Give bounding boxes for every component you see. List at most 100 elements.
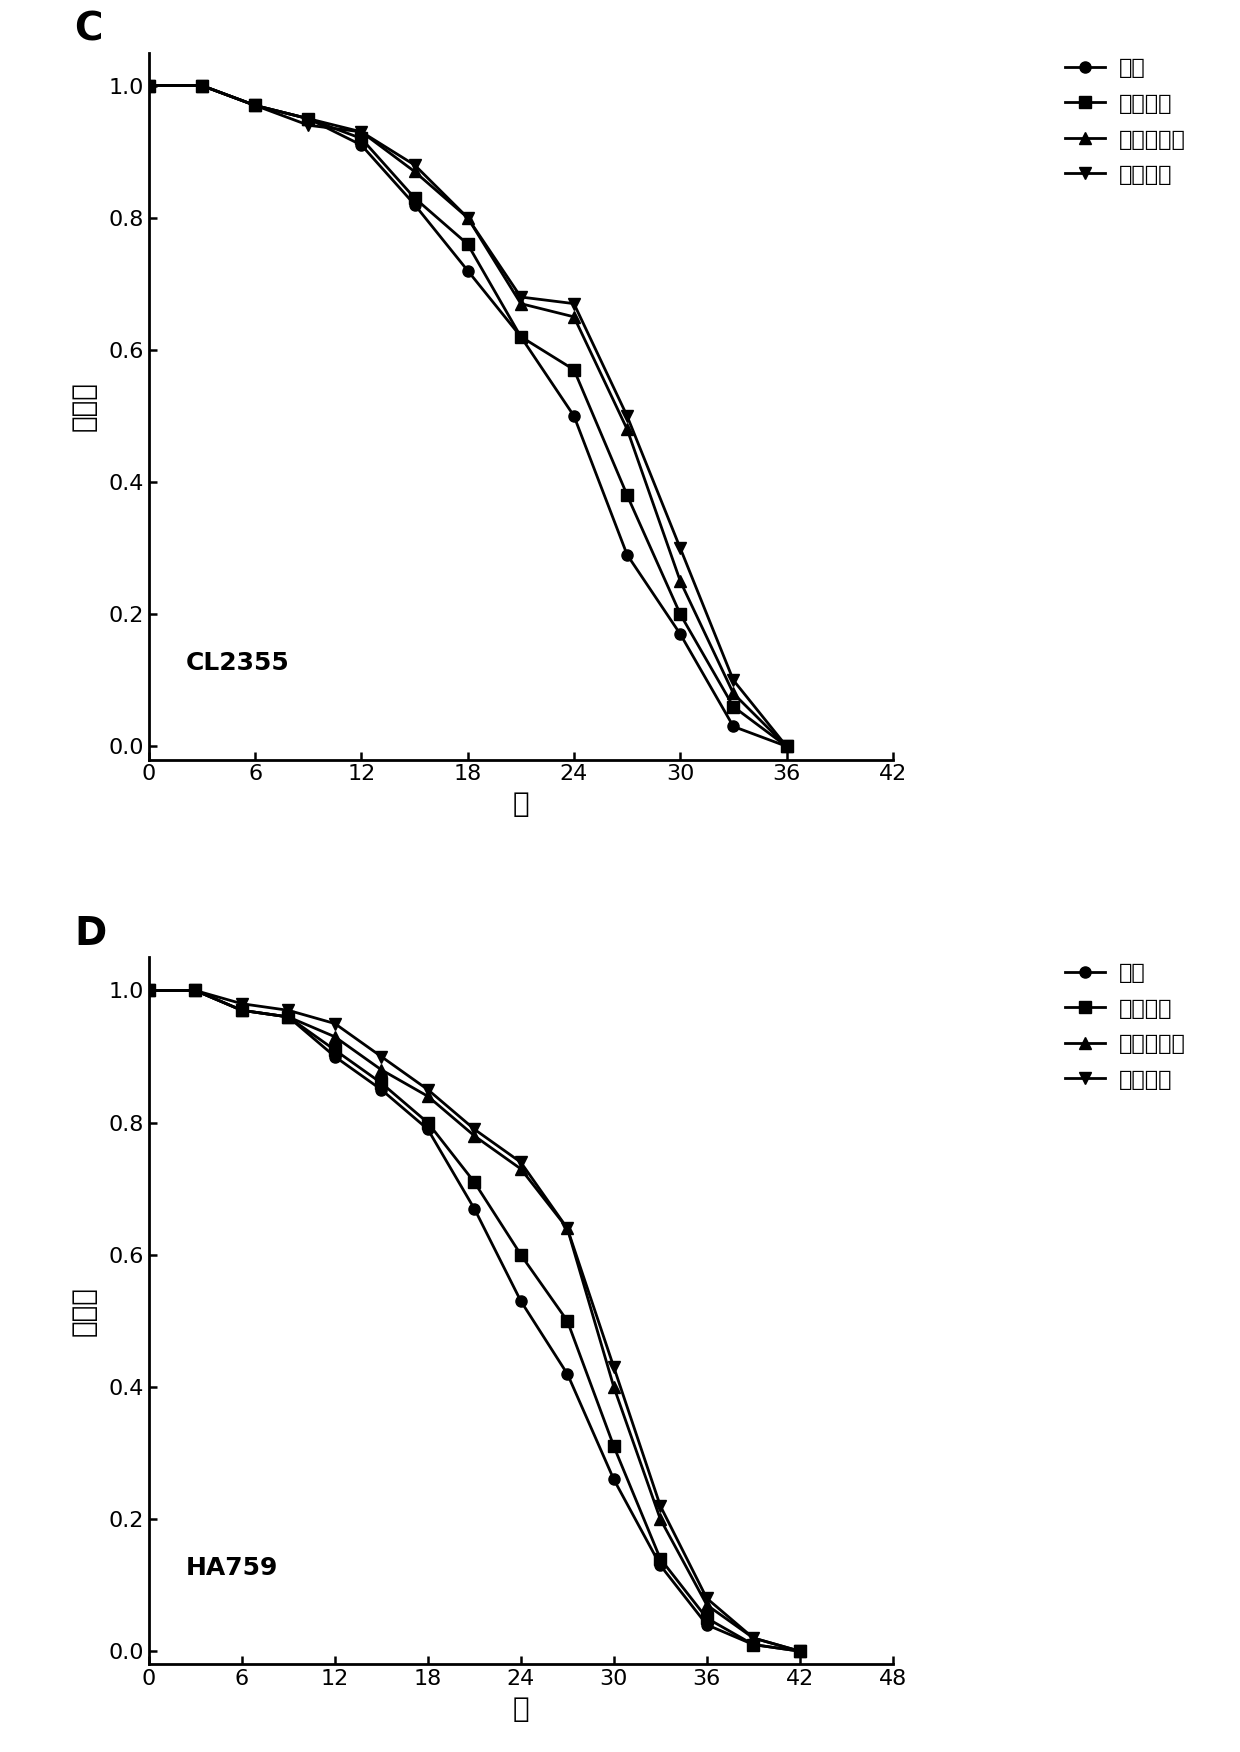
人参多糖 <box>606 1437 621 1458</box>
何首乌多糖 <box>373 1060 388 1081</box>
复合多糖 <box>187 979 202 1000</box>
复合多糖 <box>779 736 794 757</box>
何首乌多糖 <box>407 161 422 182</box>
何首乌多糖 <box>699 1594 714 1615</box>
复合多糖 <box>513 287 528 308</box>
人参多糖 <box>779 736 794 757</box>
X-axis label: 天: 天 <box>512 790 529 818</box>
人参多糖 <box>567 359 582 380</box>
复合多糖 <box>460 207 475 228</box>
Line: 人参多糖: 人参多糖 <box>144 985 805 1657</box>
复合多糖 <box>792 1640 807 1661</box>
复合多糖 <box>141 979 156 1000</box>
人参多糖 <box>327 1039 342 1060</box>
复合多糖 <box>327 1013 342 1034</box>
对照 <box>620 545 635 566</box>
人参多糖 <box>301 109 316 130</box>
Y-axis label: 存活率: 存活率 <box>69 1286 97 1335</box>
人参多糖 <box>234 1000 249 1021</box>
人参多糖 <box>559 1310 574 1332</box>
何首乌多糖 <box>234 1000 249 1021</box>
何首乌多糖 <box>420 1086 435 1107</box>
Line: 复合多糖: 复合多糖 <box>144 81 792 752</box>
对照 <box>725 717 740 738</box>
复合多糖 <box>606 1356 621 1377</box>
人参多糖 <box>673 604 688 625</box>
何首乌多糖 <box>559 1218 574 1239</box>
Legend: 对照, 人参多糖, 何首乌多糖, 复合多糖: 对照, 人参多糖, 何首乌多糖, 复合多糖 <box>1056 955 1194 1099</box>
人参多糖 <box>248 95 263 116</box>
何首乌多糖 <box>141 979 156 1000</box>
复合多糖 <box>620 405 635 426</box>
对照 <box>373 1079 388 1100</box>
何首乌多糖 <box>725 683 740 704</box>
对照 <box>792 1640 807 1661</box>
何首乌多糖 <box>620 419 635 440</box>
对照 <box>248 95 263 116</box>
对照 <box>652 1554 667 1575</box>
何首乌多糖 <box>779 736 794 757</box>
人参多糖 <box>466 1172 481 1193</box>
人参多糖 <box>460 233 475 254</box>
对照 <box>141 979 156 1000</box>
人参多糖 <box>141 75 156 96</box>
何首乌多糖 <box>652 1508 667 1529</box>
对照 <box>779 736 794 757</box>
何首乌多糖 <box>460 207 475 228</box>
人参多糖 <box>620 485 635 506</box>
对照 <box>606 1468 621 1489</box>
对照 <box>513 326 528 347</box>
何首乌多糖 <box>141 75 156 96</box>
复合多糖 <box>407 154 422 175</box>
Text: D: D <box>74 915 107 953</box>
何首乌多糖 <box>513 293 528 314</box>
Text: C: C <box>74 11 103 47</box>
人参多糖 <box>745 1635 760 1656</box>
对照 <box>187 979 202 1000</box>
对照 <box>567 405 582 426</box>
何首乌多糖 <box>248 95 263 116</box>
复合多糖 <box>141 75 156 96</box>
何首乌多糖 <box>353 121 368 142</box>
人参多糖 <box>725 696 740 717</box>
复合多糖 <box>353 121 368 142</box>
对照 <box>673 624 688 645</box>
对照 <box>745 1635 760 1656</box>
复合多糖 <box>745 1628 760 1649</box>
复合多糖 <box>652 1494 667 1515</box>
Legend: 对照, 人参多糖, 何首乌多糖, 复合多糖: 对照, 人参多糖, 何首乌多糖, 复合多糖 <box>1056 49 1194 194</box>
人参多糖 <box>195 75 210 96</box>
Text: HA759: HA759 <box>186 1556 278 1580</box>
人参多糖 <box>699 1608 714 1629</box>
何首乌多糖 <box>792 1640 807 1661</box>
何首乌多糖 <box>301 109 316 130</box>
人参多糖 <box>353 128 368 149</box>
何首乌多糖 <box>513 1158 528 1179</box>
Line: 复合多糖: 复合多糖 <box>144 985 805 1657</box>
何首乌多糖 <box>466 1125 481 1146</box>
对照 <box>466 1198 481 1219</box>
对照 <box>195 75 210 96</box>
对照 <box>407 194 422 215</box>
复合多糖 <box>567 293 582 314</box>
复合多糖 <box>673 538 688 559</box>
Text: CL2355: CL2355 <box>186 650 290 675</box>
人参多糖 <box>513 1244 528 1265</box>
人参多糖 <box>187 979 202 1000</box>
人参多糖 <box>407 187 422 208</box>
Line: 人参多糖: 人参多糖 <box>144 81 792 752</box>
人参多糖 <box>280 1006 295 1027</box>
何首乌多糖 <box>327 1027 342 1048</box>
复合多糖 <box>725 669 740 690</box>
X-axis label: 天: 天 <box>512 1694 529 1722</box>
复合多糖 <box>248 95 263 116</box>
何首乌多糖 <box>187 979 202 1000</box>
何首乌多糖 <box>606 1377 621 1398</box>
复合多糖 <box>280 1000 295 1021</box>
何首乌多糖 <box>567 307 582 328</box>
人参多糖 <box>420 1113 435 1134</box>
复合多糖 <box>195 75 210 96</box>
对照 <box>301 109 316 130</box>
人参多糖 <box>373 1072 388 1093</box>
复合多糖 <box>466 1120 481 1141</box>
